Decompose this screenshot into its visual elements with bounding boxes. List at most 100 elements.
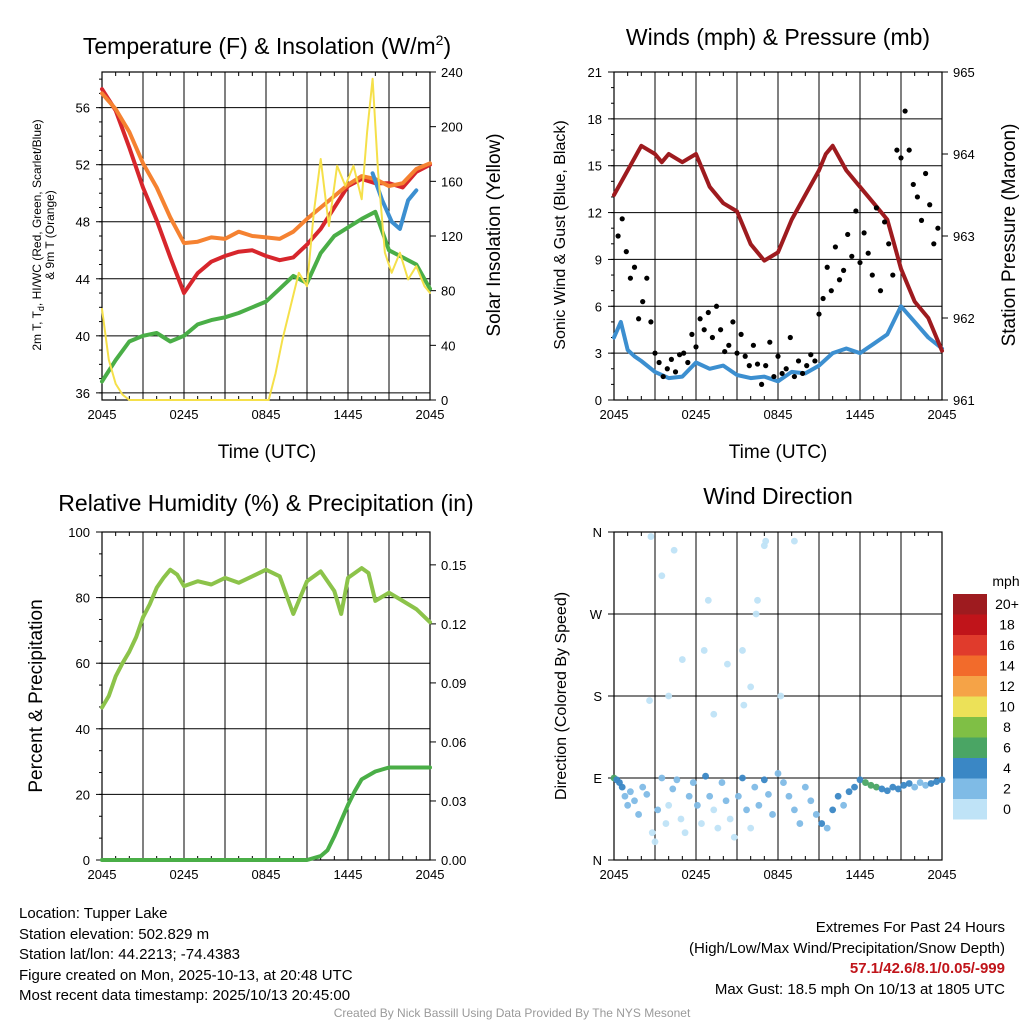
extremes-title: Extremes For Past 24 Hours <box>815 919 1005 936</box>
wind-gust-point <box>931 241 937 247</box>
wind-ytick-label: 3 <box>595 346 602 361</box>
wind-y2tick-label: 964 <box>953 147 975 162</box>
wind-series-sonic-wind <box>612 304 944 384</box>
wind-gust-point <box>877 288 884 294</box>
wind-xtick-label: 0845 <box>764 407 793 422</box>
direction-point <box>662 820 670 827</box>
direction-point <box>862 779 869 786</box>
direction-point <box>922 781 929 789</box>
wind-gust-point <box>767 339 773 345</box>
rh-y2tick-label: 0.03 <box>441 794 466 809</box>
wind-gust-point <box>845 231 851 238</box>
direction-point <box>785 792 793 800</box>
wind-ytick-label: 18 <box>588 112 602 127</box>
direction-point <box>818 820 826 827</box>
data-timestamp: Most recent data timestamp: 2025/10/13 2… <box>19 987 351 1004</box>
direction-point <box>621 792 629 800</box>
winds-xlabel: Time (UTC) <box>729 442 828 463</box>
rh-ytick-label: 20 <box>76 787 90 802</box>
direction-point <box>812 811 820 818</box>
direction-point <box>739 647 746 654</box>
wind-gust-point <box>775 353 781 359</box>
wind-gust-point <box>619 216 625 222</box>
direction-point <box>765 791 772 798</box>
wind-gust-point <box>882 219 888 225</box>
direction-point <box>743 806 750 814</box>
dir-ytick-label: N <box>593 853 602 868</box>
direction-point <box>840 801 847 809</box>
direction-point <box>635 811 642 818</box>
direction-point <box>911 783 919 791</box>
wind-gust-point <box>726 342 732 348</box>
direction-point <box>726 815 734 823</box>
temperature-panel: Temperature (F) & Insolation (W/m2) 2m T… <box>30 32 505 463</box>
direction-point <box>752 610 760 618</box>
rh-ytick-label: 60 <box>76 656 90 671</box>
wind-gust-point <box>787 334 793 341</box>
direction-point <box>678 656 686 663</box>
direction-point <box>647 533 655 540</box>
wind-gust-point <box>869 272 875 278</box>
wind-gust-point <box>890 272 896 278</box>
colorbar-swatch <box>953 635 987 656</box>
direction-point <box>689 779 697 786</box>
colorbar-swatch <box>953 778 987 799</box>
temp-ytick-label: 44 <box>76 272 90 287</box>
wind-gust-point <box>681 350 687 356</box>
wind-gust-point <box>677 352 683 358</box>
direction-point <box>714 824 722 832</box>
temp-y2tick-label: 200 <box>441 120 463 135</box>
direction-point <box>704 596 712 604</box>
wind-gust-point <box>918 217 925 223</box>
colorbar-title: mph <box>992 573 1019 589</box>
wind-gust-point <box>750 342 757 348</box>
colorbar-swatch <box>953 655 987 676</box>
direction-point <box>648 829 656 837</box>
direction-point <box>702 772 709 780</box>
direction-point <box>823 824 831 832</box>
wind-gust-point <box>664 366 670 372</box>
colorbar-swatch <box>953 717 987 738</box>
wind-xtick-label: 0245 <box>682 407 711 422</box>
wind-gust-point <box>771 373 777 380</box>
direction-point <box>851 783 858 791</box>
direction-point <box>801 783 809 791</box>
direction-point <box>791 806 798 814</box>
direction-point <box>669 785 677 793</box>
wind-gust-point <box>923 170 929 177</box>
temperature-xlabel: Time (UTC) <box>218 442 317 463</box>
direction-point <box>665 692 673 700</box>
direction-point <box>627 788 634 796</box>
temp-ytick-label: 56 <box>76 101 90 116</box>
temp-ytick-label: 40 <box>76 329 90 344</box>
direction-point <box>760 776 768 784</box>
direction-point <box>845 788 853 796</box>
dir-xtick-label: 0245 <box>682 867 711 882</box>
winds-panel: Winds (mph) & Pressure (mb) Sonic Wind &… <box>552 24 1020 463</box>
direction-point <box>651 838 659 846</box>
colorbar-swatch <box>953 676 987 697</box>
wind-gust-point <box>816 311 822 317</box>
direction-point <box>722 797 730 805</box>
direction-point <box>654 806 662 814</box>
wind-gust-point <box>709 334 716 341</box>
wind-gust-point <box>623 249 629 255</box>
wind-gust-point <box>759 381 765 387</box>
figure-created: Figure created on Mon, 2025-10-13, at 20… <box>19 966 353 984</box>
wind-gust-point <box>615 233 621 239</box>
direction-ylabel: Direction (Colored By Speed) <box>553 592 570 800</box>
credit-line: Created By Nick Bassill Using Data Provi… <box>333 1006 691 1020</box>
direction-point <box>747 824 755 832</box>
direction-point <box>631 797 638 805</box>
direction-point <box>796 820 804 827</box>
wind-gust-point <box>886 241 892 247</box>
wind-y2tick-label: 962 <box>953 311 975 326</box>
station-location: Location: Tupper Lake <box>19 905 168 922</box>
colorbar-label: 20+ <box>995 596 1019 612</box>
wind-gust-point <box>935 225 941 231</box>
humidity-panel: Relative Humidity (%) & Precipitation (i… <box>26 490 474 793</box>
direction-point <box>670 546 678 554</box>
wind-gust-point <box>738 331 744 337</box>
wind-gust-point <box>627 275 634 281</box>
